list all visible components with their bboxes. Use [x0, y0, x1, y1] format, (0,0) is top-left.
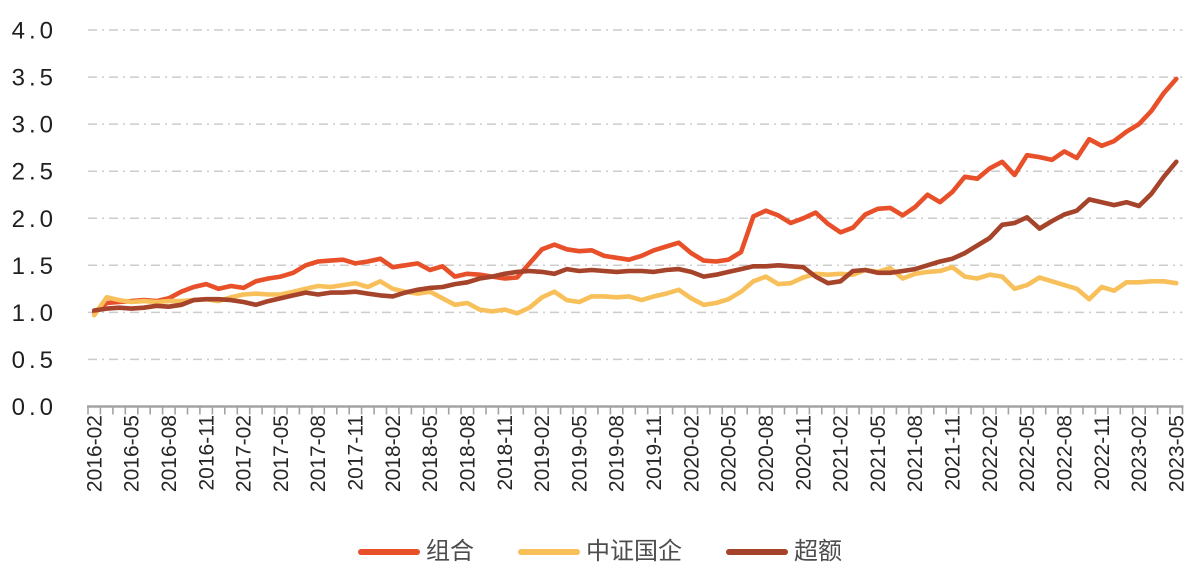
x-axis-label: 2016-05 [121, 415, 144, 492]
x-axis-label: 2021-02 [830, 415, 853, 492]
x-axis-label: 2020-08 [755, 415, 778, 492]
x-axis-label: 2023-05 [1165, 415, 1188, 492]
excess-line-swatch [726, 549, 788, 555]
x-axis-label: 2021-05 [867, 415, 890, 492]
legend-label-portfolio: 组合 [426, 539, 474, 565]
y-axis-labels: 0.0 0.5 1.0 1.5 2.0 2.5 3.0 3.5 4.0 [12, 18, 57, 422]
series-lines [91, 76, 1179, 318]
x-axis [87, 405, 1184, 415]
x-axis-labels: 2016-02 2016-05 2016-08 2016-11 2017-02 2017-… [83, 415, 1188, 492]
x-axis-label: 2020-05 [718, 415, 741, 492]
x-axis-label: 2018-02 [382, 415, 405, 492]
x-axis-label: 2020-02 [680, 415, 703, 492]
x-axis-label: 2022-02 [979, 415, 1002, 492]
x-axis-label: 2017-11 [345, 415, 368, 491]
gridlines [88, 29, 1183, 361]
x-axis-label: 2021-11 [942, 415, 965, 491]
y-axis-label: 0.0 [12, 394, 57, 421]
x-axis-label: 2017-02 [233, 415, 256, 492]
legend-item-portfolio: 组合 [358, 540, 474, 564]
portfolio-line [91, 76, 1179, 315]
y-axis-label: 3.0 [12, 112, 57, 139]
x-axis-label: 2016-08 [158, 415, 181, 492]
x-axis-label: 2016-02 [83, 415, 106, 492]
legend-item-excess: 超额 [726, 540, 842, 564]
x-axis-label: 2019-08 [606, 415, 629, 492]
y-axis-label: 2.0 [12, 206, 57, 233]
legend-item-csi-soe-index: 中证国企 [518, 540, 682, 564]
portfolio-line-swatch [358, 549, 420, 555]
x-axis-label: 2016-11 [195, 415, 218, 491]
x-axis-label: 2022-11 [1091, 415, 1114, 491]
x-axis-label: 2018-08 [456, 415, 479, 492]
csi-soe-index-line [91, 264, 1179, 318]
y-axis-label: 1.5 [12, 253, 57, 280]
csi-soe-index-line-swatch [518, 549, 580, 555]
y-axis-label: 0.5 [12, 347, 57, 374]
chart-legend: 组合 中证国企 超额 [0, 528, 1200, 576]
x-axis-label: 2022-08 [1053, 415, 1076, 492]
y-axis-label: 1.0 [12, 300, 57, 327]
performance-line-chart: 0.00.51.01.52.02.53.03.54.0 2016-02 2016-… [12, 18, 1189, 493]
y-axis-label: 2.5 [12, 159, 57, 186]
y-axis-label: 3.5 [12, 65, 57, 92]
x-axis-label: 2018-05 [419, 415, 442, 492]
x-axis-label: 2019-11 [643, 415, 666, 491]
x-axis-label: 2018-11 [494, 415, 517, 491]
x-axis-label: 2017-05 [270, 415, 293, 492]
x-axis-label: 2023-02 [1128, 415, 1151, 492]
x-axis-label: 2017-08 [307, 415, 330, 492]
excess-line [91, 159, 1179, 313]
legend-label-csi-soe-index: 中证国企 [586, 539, 682, 565]
x-axis-label: 2019-05 [568, 415, 591, 492]
x-axis-label: 2022-05 [1016, 415, 1039, 492]
x-axis-label: 2021-08 [904, 415, 927, 492]
legend-label-excess: 超额 [794, 539, 842, 565]
y-axis-label: 4.0 [12, 18, 57, 45]
x-axis-label: 2019-02 [531, 415, 554, 492]
x-axis-label: 2020-11 [792, 415, 815, 491]
